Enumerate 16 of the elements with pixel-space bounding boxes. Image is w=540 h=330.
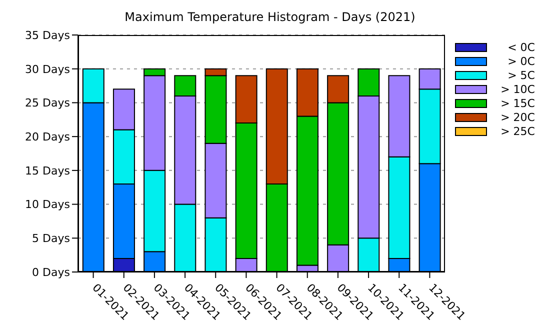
- y-tick-label: 25 Days: [25, 96, 70, 110]
- y-tick-label: 5 Days: [32, 232, 70, 246]
- y-tick-label: 30 Days: [25, 62, 70, 76]
- legend-label: > 20C: [500, 110, 535, 124]
- legend-label: > 5C: [506, 68, 535, 82]
- y-tick-label: 35 Days: [25, 28, 70, 42]
- legend-label: > 15C: [500, 96, 535, 110]
- legend-label: > 10C: [500, 82, 535, 96]
- y-tick-label: 10 Days: [25, 198, 70, 212]
- y-tick-label: 15 Days: [25, 164, 70, 178]
- chart-title: Maximum Temperature Histogram - Days (2021): [124, 10, 416, 24]
- legend-label: > 25C: [500, 124, 535, 138]
- legend-label: < 0C: [506, 40, 535, 54]
- y-tick-label: 0 Days: [32, 266, 70, 279]
- y-tick-label: 20 Days: [25, 130, 70, 144]
- legend-label: > 0C: [506, 54, 535, 68]
